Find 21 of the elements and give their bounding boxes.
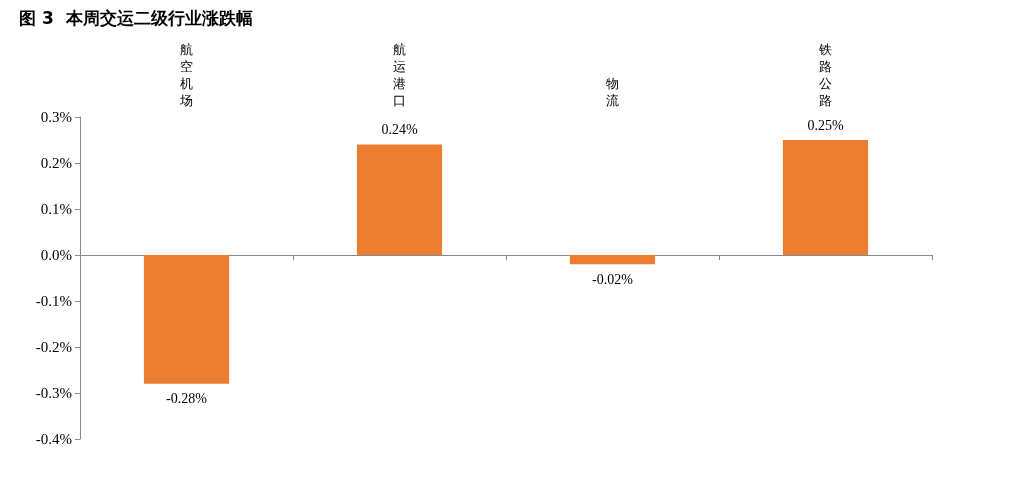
y-tick-label: -0.3%: [35, 385, 72, 401]
data-label: 0.25%: [807, 117, 844, 133]
y-tick-label: -0.1%: [35, 293, 72, 309]
y-tick-label: 0.2%: [40, 155, 72, 171]
y-tick-label: 0.1%: [40, 201, 72, 217]
chart-title: 图 3 本周交运二级行业涨跌幅: [19, 7, 253, 28]
x-tick-label: 航运港口: [393, 42, 406, 108]
bar: [569, 255, 656, 265]
x-tick-label: 铁路公路: [818, 42, 832, 108]
y-tick-label: 0.0%: [40, 247, 72, 263]
x-tick-label: 航空机场: [179, 42, 193, 108]
y-tick-label: 0.3%: [40, 109, 72, 125]
data-label: -0.02%: [592, 271, 634, 287]
data-label: 0.24%: [381, 122, 418, 138]
bar: [143, 255, 230, 384]
bar: [356, 144, 443, 255]
bar: [782, 140, 869, 255]
y-tick-label: -0.2%: [35, 339, 72, 355]
y-tick-label: -0.4%: [35, 431, 72, 447]
data-label: -0.28%: [166, 391, 208, 407]
x-tick-label: 物流: [606, 76, 619, 108]
